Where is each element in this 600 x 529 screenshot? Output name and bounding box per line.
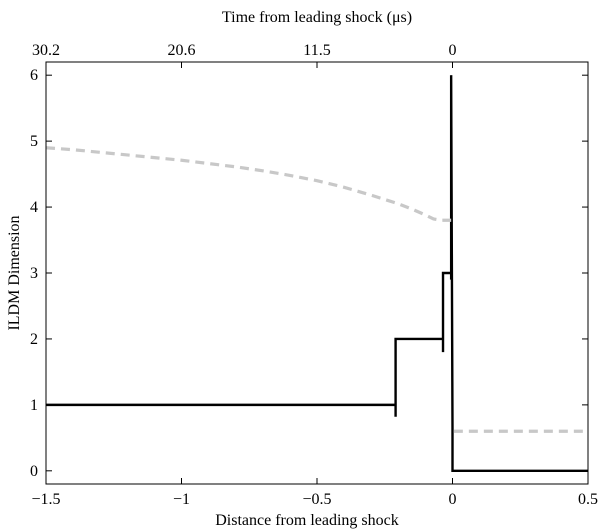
top-tick-label: 20.6 bbox=[168, 42, 196, 59]
x-tick-label: −0.5 bbox=[302, 491, 331, 508]
y-tick-label: 5 bbox=[30, 133, 38, 150]
top-tick-label: 11.5 bbox=[303, 42, 330, 59]
plot-frame bbox=[45, 61, 589, 485]
y-tick-label: 6 bbox=[30, 67, 38, 84]
label-layer: −1.5 −1 −0.5 0 0.5 30.2 20.6 11.5 0 0 1 2 3 4 5 6 bbox=[30, 42, 598, 508]
y-tick-label: 0 bbox=[30, 463, 38, 480]
x-axis-title: Distance from leading shock bbox=[215, 512, 399, 529]
y-tick-label: 1 bbox=[30, 397, 38, 414]
series-layer bbox=[45, 75, 588, 473]
top-axis-title: Time from leading shock (μs) bbox=[222, 9, 412, 26]
series-line-1 bbox=[46, 75, 588, 473]
x-tick-label: −1.5 bbox=[31, 491, 60, 508]
top-tick-label: 30.2 bbox=[32, 42, 60, 59]
series-line-2 bbox=[45, 146, 452, 222]
y-tick-label: 4 bbox=[30, 199, 38, 216]
x-tick-label: 0 bbox=[449, 491, 457, 508]
top-tick-label: 0 bbox=[449, 42, 457, 59]
x-tick-label: 0.5 bbox=[578, 491, 598, 508]
y-axis-title: ILDM Dimension bbox=[6, 215, 23, 330]
y-tick-label: 3 bbox=[30, 265, 38, 282]
tick-layer bbox=[45, 62, 589, 484]
y-tick-label: 2 bbox=[30, 331, 38, 348]
x-tick-label: −1 bbox=[173, 491, 190, 508]
